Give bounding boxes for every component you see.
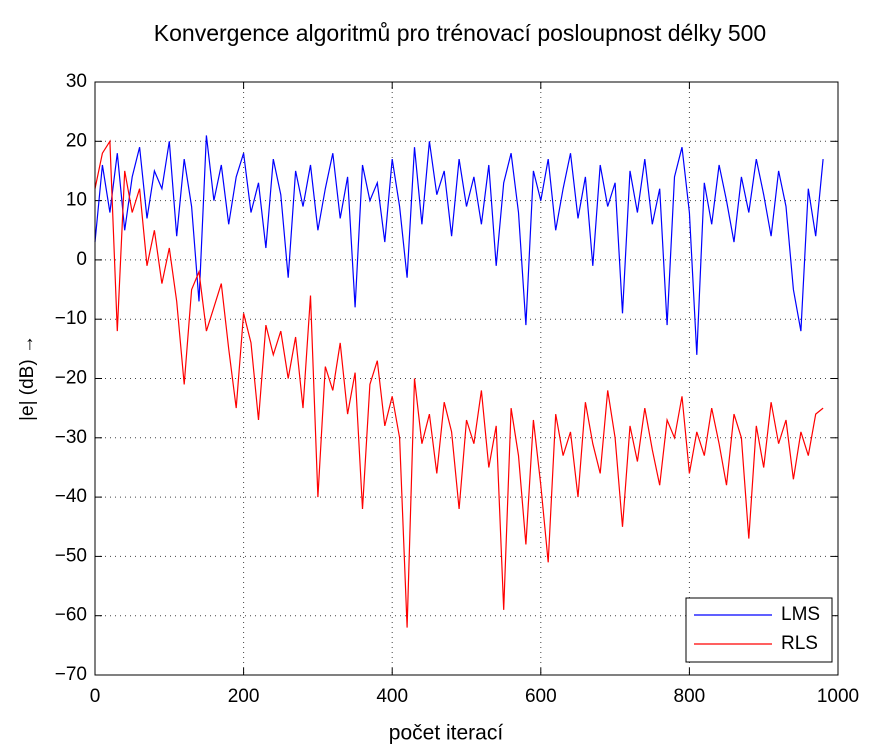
x-tick-label: 600 [525,686,557,707]
y-tick-label: −40 [55,486,87,507]
y-tick-label: −10 [55,308,87,329]
x-tick-label: 200 [228,686,260,707]
y-tick-label: 10 [66,190,87,211]
plot-area [95,82,838,675]
y-tick-label: 0 [76,249,87,270]
legend-label: RLS [781,633,818,654]
x-tick-label: 400 [376,686,408,707]
y-tick-label: −30 [55,427,87,448]
y-axis-label: |e| (dB) → [17,335,38,421]
x-tick-label: 1000 [817,686,859,707]
y-tick-label: 30 [66,71,87,92]
series-line [94,139,824,628]
series-line [94,135,824,355]
x-tick-label: 0 [90,686,101,707]
legend-label: LMS [781,604,820,625]
x-tick-label: 800 [674,686,706,707]
chart-title: Konvergence algoritmů pro trénovací posl… [154,20,766,46]
y-tick-label: −50 [55,545,87,566]
y-tick-label: 20 [66,130,87,151]
x-axis-label: počet iterací [389,722,504,745]
plot-frame [94,81,839,676]
y-tick-label: −20 [55,368,87,389]
legend-box [685,597,833,663]
y-tick-label: −60 [55,605,87,626]
y-tick-label: −70 [55,664,87,685]
